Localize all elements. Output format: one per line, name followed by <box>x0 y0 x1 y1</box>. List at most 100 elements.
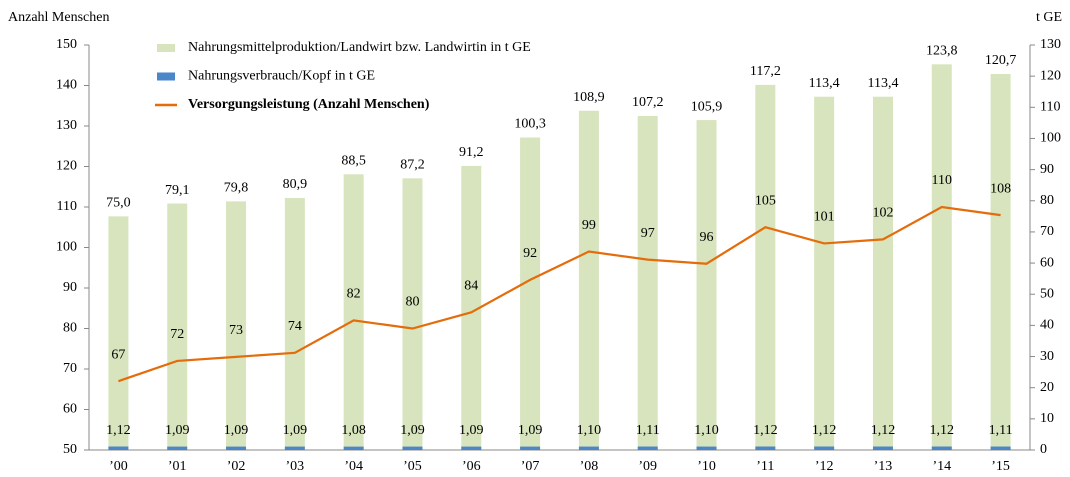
data-label: 67 <box>111 347 125 362</box>
bar <box>578 446 599 450</box>
bar <box>696 446 717 450</box>
bar <box>226 201 247 450</box>
bar <box>284 446 305 450</box>
data-label: 80 <box>405 295 419 310</box>
data-label: 87,2 <box>400 158 425 173</box>
data-label: 1,10 <box>577 423 602 438</box>
legend-label: Versorgungsleistung (Anzahl Menschen) <box>188 97 430 112</box>
data-label: 82 <box>347 287 361 302</box>
y2-tick-label: 70 <box>1040 224 1054 239</box>
data-label: 74 <box>288 319 302 334</box>
y-tick-label: 130 <box>56 118 77 133</box>
legend-label: Nahrungsmittelproduktion/Landwirt bzw. L… <box>188 40 531 55</box>
data-label: 1,10 <box>694 423 719 438</box>
x-tick-label: ’05 <box>403 459 422 474</box>
data-label: 1,12 <box>753 423 778 438</box>
y2-tick-label: 30 <box>1040 349 1054 364</box>
y2-tick-label: 60 <box>1040 255 1054 270</box>
data-label: 88,5 <box>341 154 366 169</box>
x-tick-label: ’04 <box>344 459 363 474</box>
bar <box>755 446 776 450</box>
bar <box>931 446 952 450</box>
y2-tick-label: 120 <box>1040 68 1061 83</box>
data-label: 75,0 <box>106 196 131 211</box>
data-label: 1,09 <box>165 423 190 438</box>
data-label: 1,12 <box>812 423 837 438</box>
x-tick-label: ’01 <box>168 459 187 474</box>
x-tick-label: ’06 <box>462 459 481 474</box>
x-tick-label: ’10 <box>697 459 716 474</box>
bar <box>167 203 188 450</box>
x-tick-label: ’14 <box>932 459 951 474</box>
data-label: 120,7 <box>985 53 1017 68</box>
data-label: 92 <box>523 246 537 261</box>
y-tick-label: 150 <box>56 37 77 52</box>
bar <box>637 446 658 450</box>
data-label: 1,09 <box>224 423 249 438</box>
data-label: 101 <box>814 210 835 225</box>
data-label: 108 <box>990 181 1011 196</box>
bar <box>226 446 247 450</box>
data-label: 105 <box>755 193 776 208</box>
y-tick-label: 110 <box>57 199 77 214</box>
bar <box>872 446 893 450</box>
y-axis-title: Anzahl Menschen <box>8 10 109 25</box>
data-label: 1,11 <box>636 423 660 438</box>
data-label: 73 <box>229 323 243 338</box>
data-label: 123,8 <box>926 44 958 59</box>
line <box>118 205 1001 383</box>
bar <box>520 446 541 450</box>
bar <box>990 73 1011 450</box>
y-tick-label: 80 <box>63 321 77 336</box>
bar <box>343 174 364 451</box>
data-label: 80,9 <box>283 177 308 192</box>
data-label: 84 <box>464 279 478 294</box>
data-label: 117,2 <box>750 64 781 79</box>
bar <box>167 446 188 450</box>
y-tick-label: 140 <box>56 78 77 93</box>
y2-tick-label: 20 <box>1040 380 1054 395</box>
bar <box>814 446 835 450</box>
data-label: 1,12 <box>106 423 131 438</box>
data-label: 1,12 <box>930 423 955 438</box>
data-label: 79,1 <box>165 183 190 198</box>
bar <box>402 446 423 450</box>
bar <box>931 64 952 451</box>
data-label: 97 <box>641 226 655 241</box>
y2-tick-label: 40 <box>1040 318 1054 333</box>
bar <box>520 137 541 450</box>
bar <box>461 165 482 450</box>
data-label: 96 <box>700 230 714 245</box>
y2-tick-label: 90 <box>1040 162 1054 177</box>
data-label: 1,09 <box>283 423 308 438</box>
data-label: 105,9 <box>691 99 723 114</box>
bar <box>461 446 482 450</box>
y2-tick-label: 10 <box>1040 411 1054 426</box>
legend-swatch <box>157 44 175 52</box>
bar <box>990 446 1011 450</box>
data-label: 1,09 <box>459 423 484 438</box>
data-label: 72 <box>170 327 184 342</box>
x-tick-label: ’03 <box>286 459 305 474</box>
y2-axis-title: t GE <box>1036 10 1062 25</box>
y2-tick-label: 100 <box>1040 131 1061 146</box>
data-label: 113,4 <box>809 76 840 91</box>
data-label: 110 <box>932 173 952 188</box>
data-label: 100,3 <box>514 117 546 132</box>
legend-label: Nahrungsverbrauch/Kopf in t GE <box>188 69 375 84</box>
data-label: 1,09 <box>400 423 425 438</box>
x-tick-label: ’07 <box>521 459 540 474</box>
bar <box>755 84 776 450</box>
data-label: 91,2 <box>459 145 484 160</box>
x-tick-label: ’08 <box>580 459 599 474</box>
data-label: 107,2 <box>632 95 664 110</box>
x-tick-label: ’02 <box>227 459 246 474</box>
data-label: 99 <box>582 218 596 233</box>
x-tick-label: ’00 <box>109 459 128 474</box>
x-tick-label: ’13 <box>874 459 893 474</box>
y2-tick-label: 50 <box>1040 286 1054 301</box>
data-label: 113,4 <box>867 76 898 91</box>
bar <box>814 96 835 450</box>
data-label: 79,8 <box>224 181 249 196</box>
